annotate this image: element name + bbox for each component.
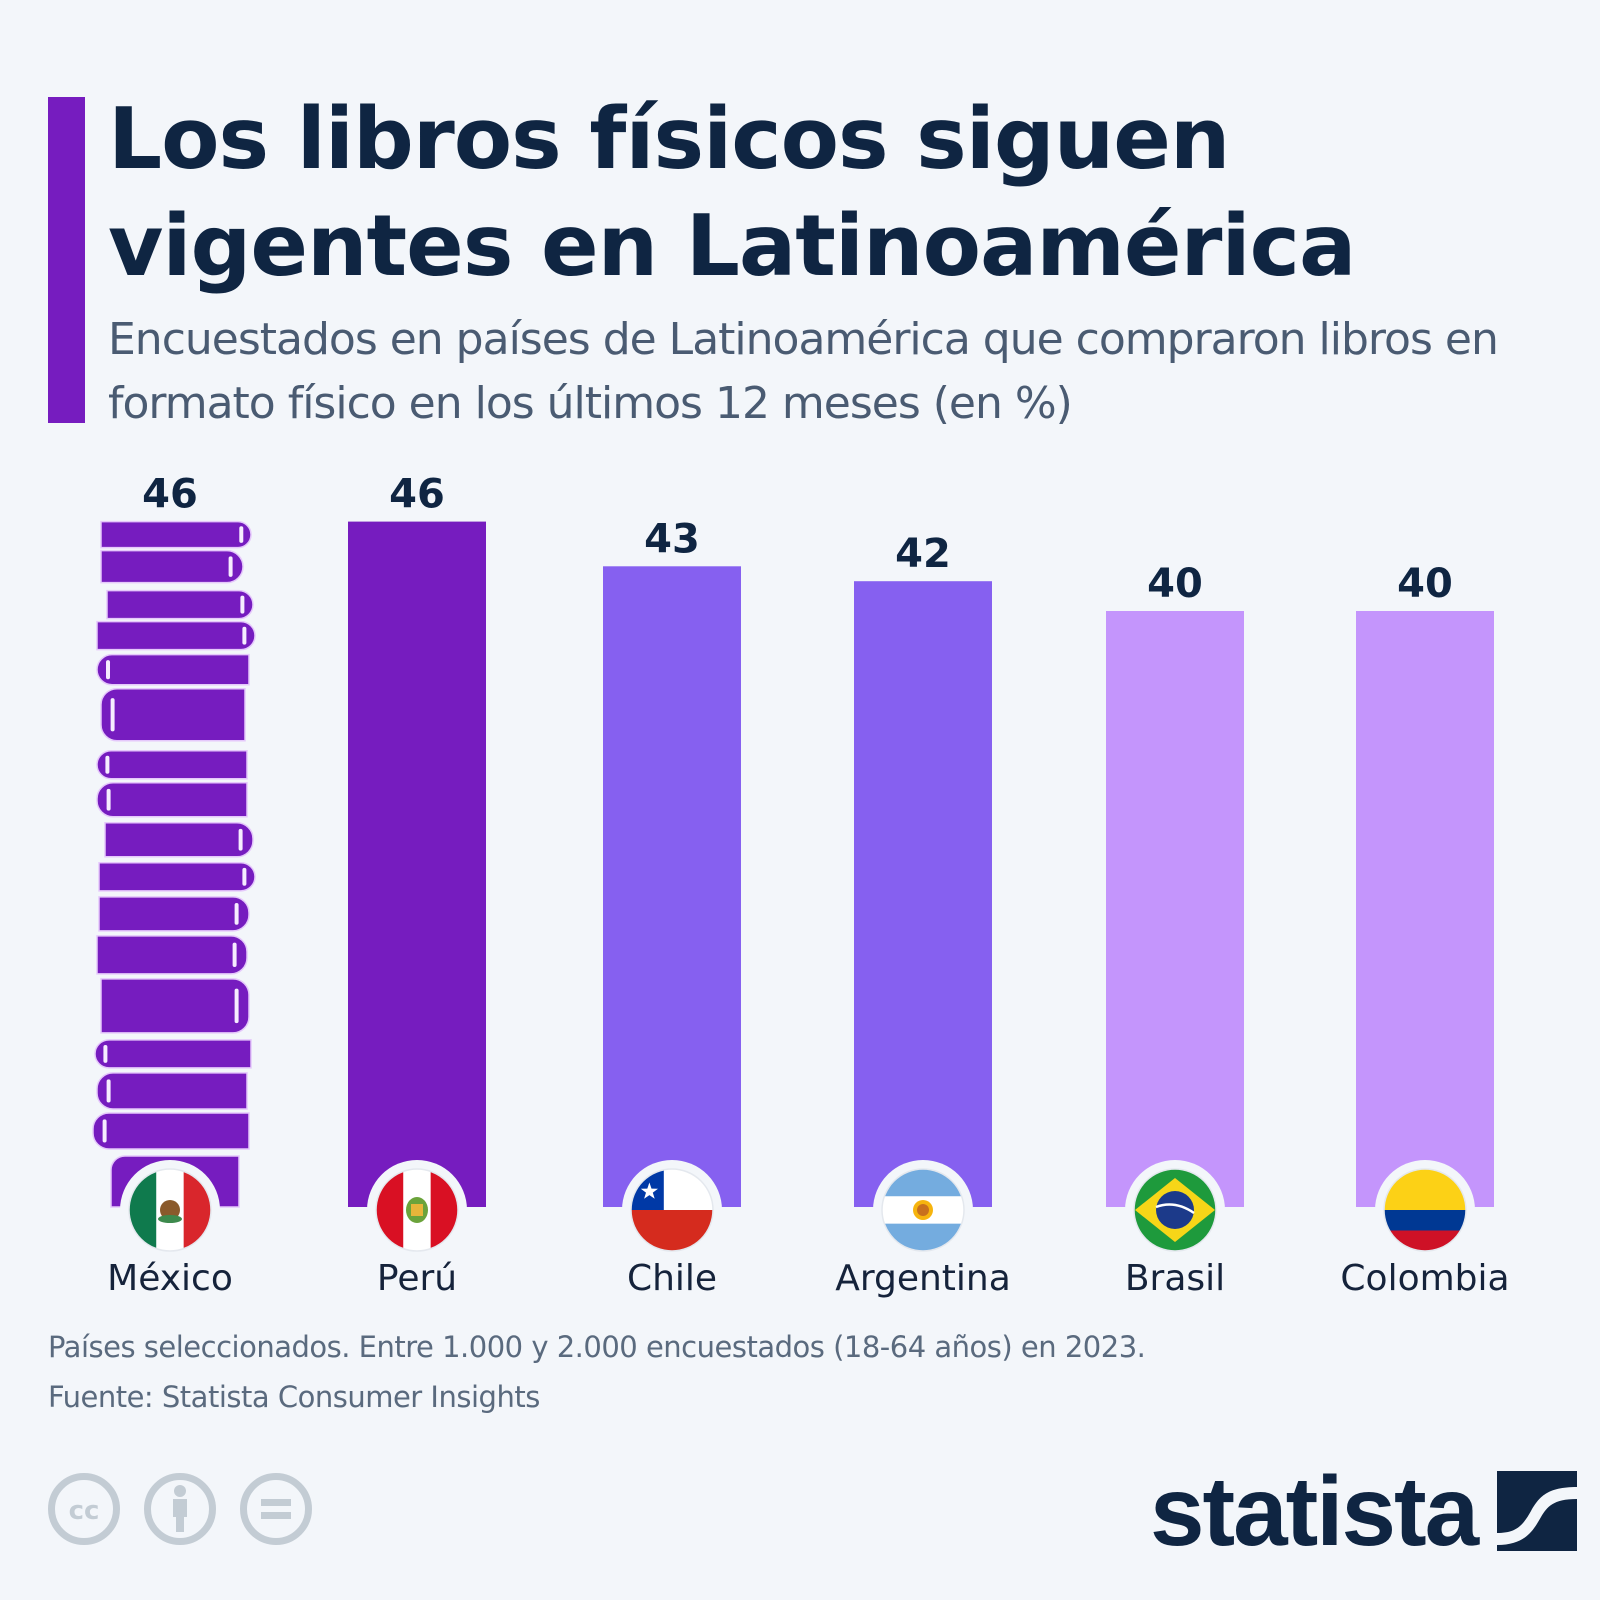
book-page-mark	[110, 698, 115, 732]
svg-text:cc: cc	[69, 1496, 100, 1524]
brazil-flag-icon	[1125, 1160, 1225, 1260]
book-page-mark	[234, 988, 239, 1024]
bar-2	[603, 566, 741, 1207]
value-label: 46	[389, 472, 445, 518]
book-page-mark	[239, 526, 244, 543]
bar-chart: 46 México 46 Perú 43 Chile 42 Argentina 40 Brasil…	[92, 472, 1510, 1299]
value-label: 42	[895, 531, 951, 577]
book-13	[94, 1039, 252, 1069]
book-10	[98, 896, 250, 932]
category-label: Perú	[377, 1258, 457, 1299]
book-page-mark	[240, 595, 245, 614]
peru-flag-icon	[367, 1160, 467, 1260]
footnote: Países seleccionados. Entre 1.000 y 2.00…	[48, 1330, 1146, 1364]
book-page-mark	[103, 1044, 108, 1063]
cc-icon[interactable]: cc	[48, 1473, 120, 1545]
book-12	[100, 978, 250, 1034]
book-2	[106, 589, 254, 620]
category-label: Colombia	[1340, 1258, 1509, 1299]
category-label: Brasil	[1125, 1258, 1225, 1299]
attribution-icon[interactable]	[144, 1473, 216, 1545]
book-page-mark	[242, 626, 247, 645]
colombia-flag-icon	[1375, 1160, 1475, 1260]
no-derivatives-icon[interactable]	[240, 1473, 312, 1545]
value-label: 40	[1397, 561, 1453, 607]
argentina-flag-icon	[873, 1160, 973, 1260]
bar-4	[1106, 611, 1244, 1207]
statista-wordmark: statista	[1150, 1456, 1479, 1566]
book-page-mark	[106, 660, 111, 680]
book-page-mark	[228, 556, 233, 577]
book-5	[100, 687, 246, 742]
value-label: 43	[644, 516, 700, 562]
book-0	[100, 520, 252, 549]
book-page-mark	[106, 788, 111, 811]
category-label: México	[107, 1258, 233, 1299]
book-page-mark	[106, 1079, 111, 1103]
chart-title: Los libros físicos siguen vigentes en La…	[108, 90, 1356, 296]
value-label: 40	[1147, 561, 1203, 607]
book-page-mark	[238, 828, 243, 851]
book-9	[98, 862, 256, 892]
book-7	[96, 782, 248, 818]
bar-1	[348, 521, 486, 1207]
book-3	[96, 620, 256, 651]
category-label: Argentina	[835, 1258, 1011, 1299]
statista-logo[interactable]: statista	[1150, 1456, 1578, 1566]
chile-flag-icon	[622, 1160, 722, 1260]
book-6	[96, 749, 248, 780]
book-page-mark	[105, 755, 110, 774]
chart-subtitle: Encuestados en países de Latinoamérica q…	[108, 314, 1499, 429]
bar-5	[1356, 611, 1494, 1207]
book-15	[92, 1112, 250, 1150]
source-note: Fuente: Statista Consumer Insights	[48, 1380, 540, 1414]
book-4	[96, 653, 250, 686]
book-page-mark	[102, 1119, 107, 1143]
category-label: Chile	[627, 1258, 717, 1299]
bar-0	[92, 520, 256, 1208]
mexico-flag-icon	[120, 1160, 220, 1260]
value-label: 46	[142, 472, 198, 518]
title-accent-bar	[48, 97, 85, 423]
book-page-mark	[232, 942, 237, 968]
book-11	[96, 935, 248, 975]
statista-logo-icon	[1497, 1471, 1578, 1551]
book-14	[96, 1072, 248, 1110]
book-page-mark	[242, 867, 247, 886]
book-8	[104, 822, 254, 858]
bar-3	[854, 581, 992, 1207]
book-1	[100, 549, 244, 584]
book-page-mark	[234, 902, 239, 925]
